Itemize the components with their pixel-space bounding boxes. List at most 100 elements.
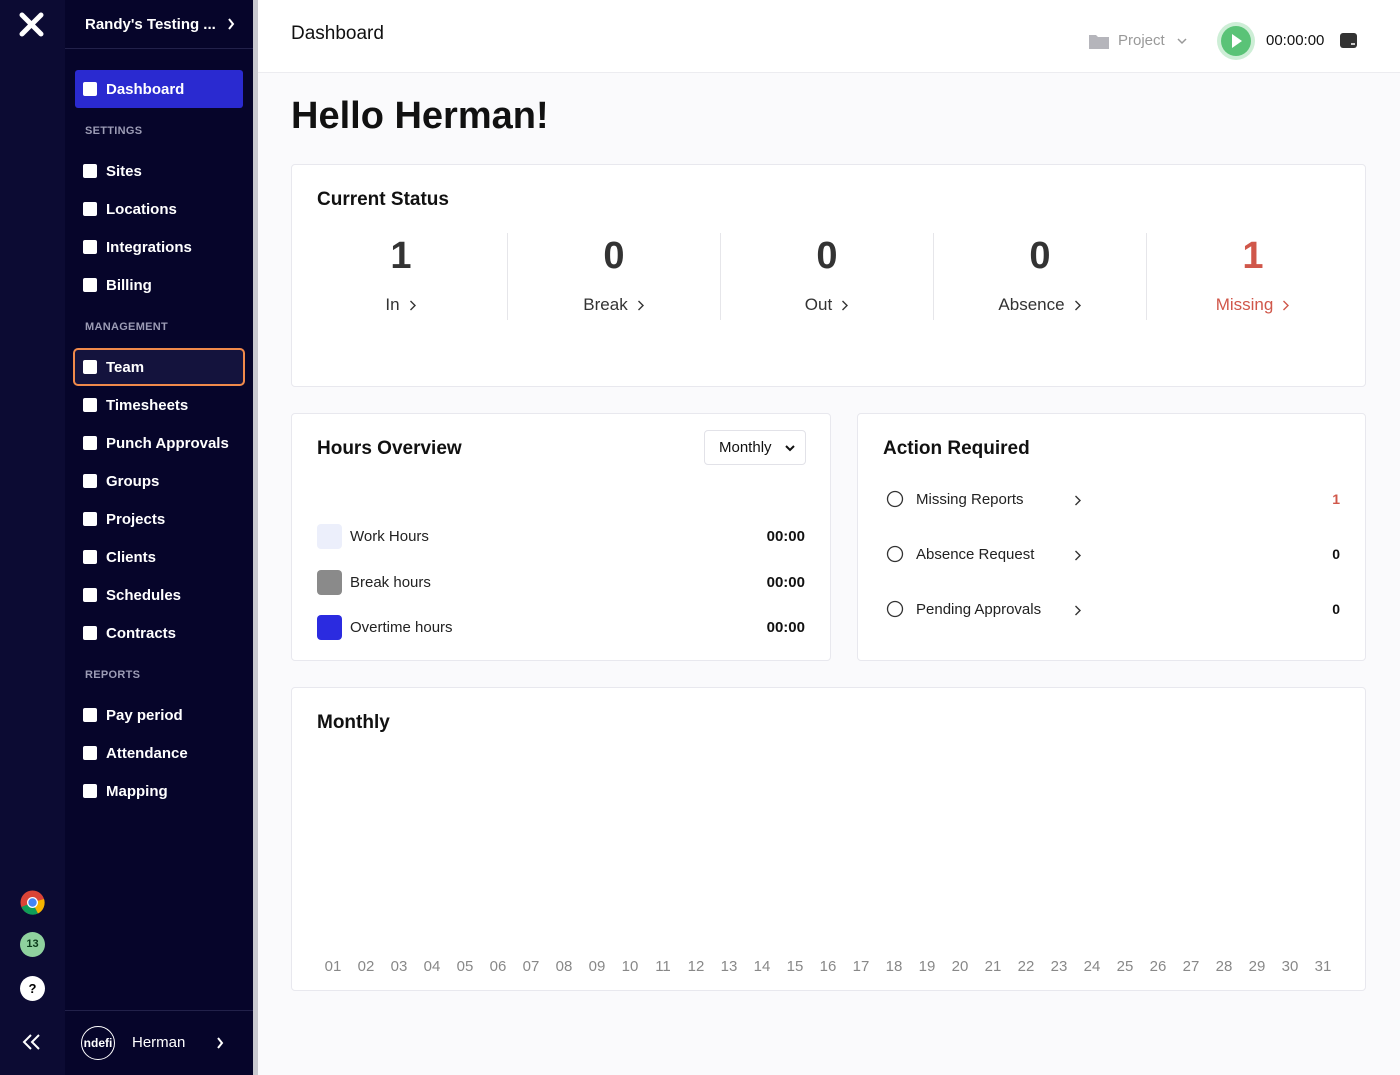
nav-item[interactable]: Team xyxy=(73,348,245,386)
hours-card: Hours Overview Monthly Work Hours 00:00 Br… xyxy=(291,413,831,661)
nav-icon xyxy=(83,512,97,526)
day-label: 31 xyxy=(1314,958,1332,975)
nav-item[interactable]: Attendance xyxy=(65,734,253,772)
hours-value: 00:00 xyxy=(766,528,805,545)
screen-icon[interactable] xyxy=(1339,31,1359,51)
nav-item[interactable]: Timesheets xyxy=(65,386,253,424)
day-label: 08 xyxy=(555,958,573,975)
nav-item[interactable]: Schedules xyxy=(65,576,253,614)
nav-item[interactable]: Groups xyxy=(65,462,253,500)
logo[interactable] xyxy=(19,12,44,37)
monthly-card: Monthly 01 02 03 04 05 06 07 08 09 10 11 12 13 14 15 16… xyxy=(291,687,1366,991)
day-label: 23 xyxy=(1050,958,1068,975)
nav-item[interactable]: Clients xyxy=(65,538,253,576)
day-label: 24 xyxy=(1083,958,1101,975)
status-count: 0 xyxy=(603,235,625,277)
hours-label: Overtime hours xyxy=(350,619,453,636)
chevron xyxy=(409,300,417,311)
nav-label: Contracts xyxy=(106,624,177,642)
project-select[interactable]: Project xyxy=(1088,30,1188,52)
status-link[interactable]: Missing xyxy=(1173,295,1333,315)
card-title: Action Required xyxy=(883,438,1030,459)
play-button[interactable] xyxy=(1216,21,1256,61)
nav-label: Projects xyxy=(106,510,166,528)
nav-item[interactable]: Projects xyxy=(65,500,253,538)
nav-icon xyxy=(83,360,97,374)
project-label: Project xyxy=(1118,32,1165,49)
action-label[interactable]: Pending Approvals xyxy=(916,601,1042,618)
nav-icon xyxy=(83,474,97,488)
nav-label: Timesheets xyxy=(106,396,189,414)
nav-item[interactable]: Locations xyxy=(65,190,253,228)
chevron xyxy=(785,445,795,452)
status-count: 1 xyxy=(390,235,412,277)
nav-item[interactable]: Sites xyxy=(65,152,253,190)
status-count: 0 xyxy=(1029,235,1051,277)
day-label: 03 xyxy=(390,958,408,975)
avatar: ndefi xyxy=(81,1026,115,1060)
day-label: 09 xyxy=(588,958,606,975)
chevron xyxy=(217,1037,224,1049)
nav-icon xyxy=(83,436,97,450)
status-label: Missing xyxy=(1215,295,1274,314)
user-menu[interactable]: ndefi Herman xyxy=(65,1010,253,1075)
chevron-glyph xyxy=(842,300,849,310)
action-label[interactable]: Missing Reports xyxy=(916,491,1024,508)
period-label: Monthly xyxy=(719,439,772,456)
day-label: 16 xyxy=(819,958,837,975)
day-label: 13 xyxy=(720,958,738,975)
status-link[interactable]: In xyxy=(321,295,481,315)
header: Dashboard Project 00:00:00 xyxy=(258,0,1400,73)
status-link[interactable]: Absence xyxy=(960,295,1120,315)
hours-value: 00:00 xyxy=(766,573,805,591)
day-label: 19 xyxy=(918,958,936,975)
nav-icon xyxy=(83,550,97,564)
action-count: 0 xyxy=(1332,601,1340,617)
status-count: 0 xyxy=(816,235,838,277)
action-glyph xyxy=(886,545,904,563)
nav-section-title: SETTINGS xyxy=(85,125,143,137)
action-label[interactable]: Absence Request xyxy=(916,546,1035,563)
nav-item[interactable]: Punch Approvals xyxy=(65,424,253,462)
action-glyph xyxy=(886,490,904,508)
nav-item[interactable]: Contracts xyxy=(65,614,253,652)
chevron-glyph xyxy=(409,300,416,310)
status-label: Out xyxy=(804,295,833,314)
workspace-switcher[interactable]: Randy's Testing ... xyxy=(65,0,253,49)
day-label: 07 xyxy=(522,958,540,975)
nav-section-title: REPORTS xyxy=(85,669,141,681)
chrome-icon[interactable] xyxy=(20,890,45,915)
nav-item[interactable]: Mapping xyxy=(65,772,253,810)
nav-item[interactable]: Pay period xyxy=(65,696,253,734)
nav-label: Groups xyxy=(106,472,160,490)
nav-label: Dashboard xyxy=(106,80,185,98)
nav-item[interactable]: Billing xyxy=(65,266,253,304)
day-label: 22 xyxy=(1017,958,1035,975)
status-link[interactable]: Break xyxy=(534,295,694,315)
day-label: 06 xyxy=(489,958,507,975)
timer: 00:00:00 xyxy=(1266,32,1325,49)
help-button[interactable]: ? xyxy=(20,976,45,1001)
nav-label: Mapping xyxy=(106,782,168,800)
hours-label: Break hours xyxy=(350,573,431,591)
nav-label: Locations xyxy=(106,200,177,218)
action-glyph xyxy=(886,600,904,618)
nav-icon xyxy=(83,784,97,798)
notification-badge[interactable]: 13 xyxy=(20,932,45,957)
day-label: 29 xyxy=(1248,958,1266,975)
status-link[interactable]: Out xyxy=(747,295,907,315)
card-title: Monthly xyxy=(317,712,390,733)
collapse-button[interactable] xyxy=(22,1033,42,1051)
action-icon xyxy=(886,490,904,513)
legend-swatch xyxy=(317,615,342,640)
user-name: Herman xyxy=(132,1034,186,1051)
nav-item[interactable]: Integrations xyxy=(65,228,253,266)
card-title: Current Status xyxy=(317,189,449,210)
nav-item-active[interactable]: Dashboard xyxy=(75,70,243,108)
chevron xyxy=(228,18,235,30)
actions-card: Action Required Missing Reports 1 Absence … xyxy=(857,413,1366,661)
nav-icon xyxy=(83,398,97,412)
period-select[interactable]: Monthly xyxy=(704,430,806,465)
day-label: 14 xyxy=(753,958,771,975)
